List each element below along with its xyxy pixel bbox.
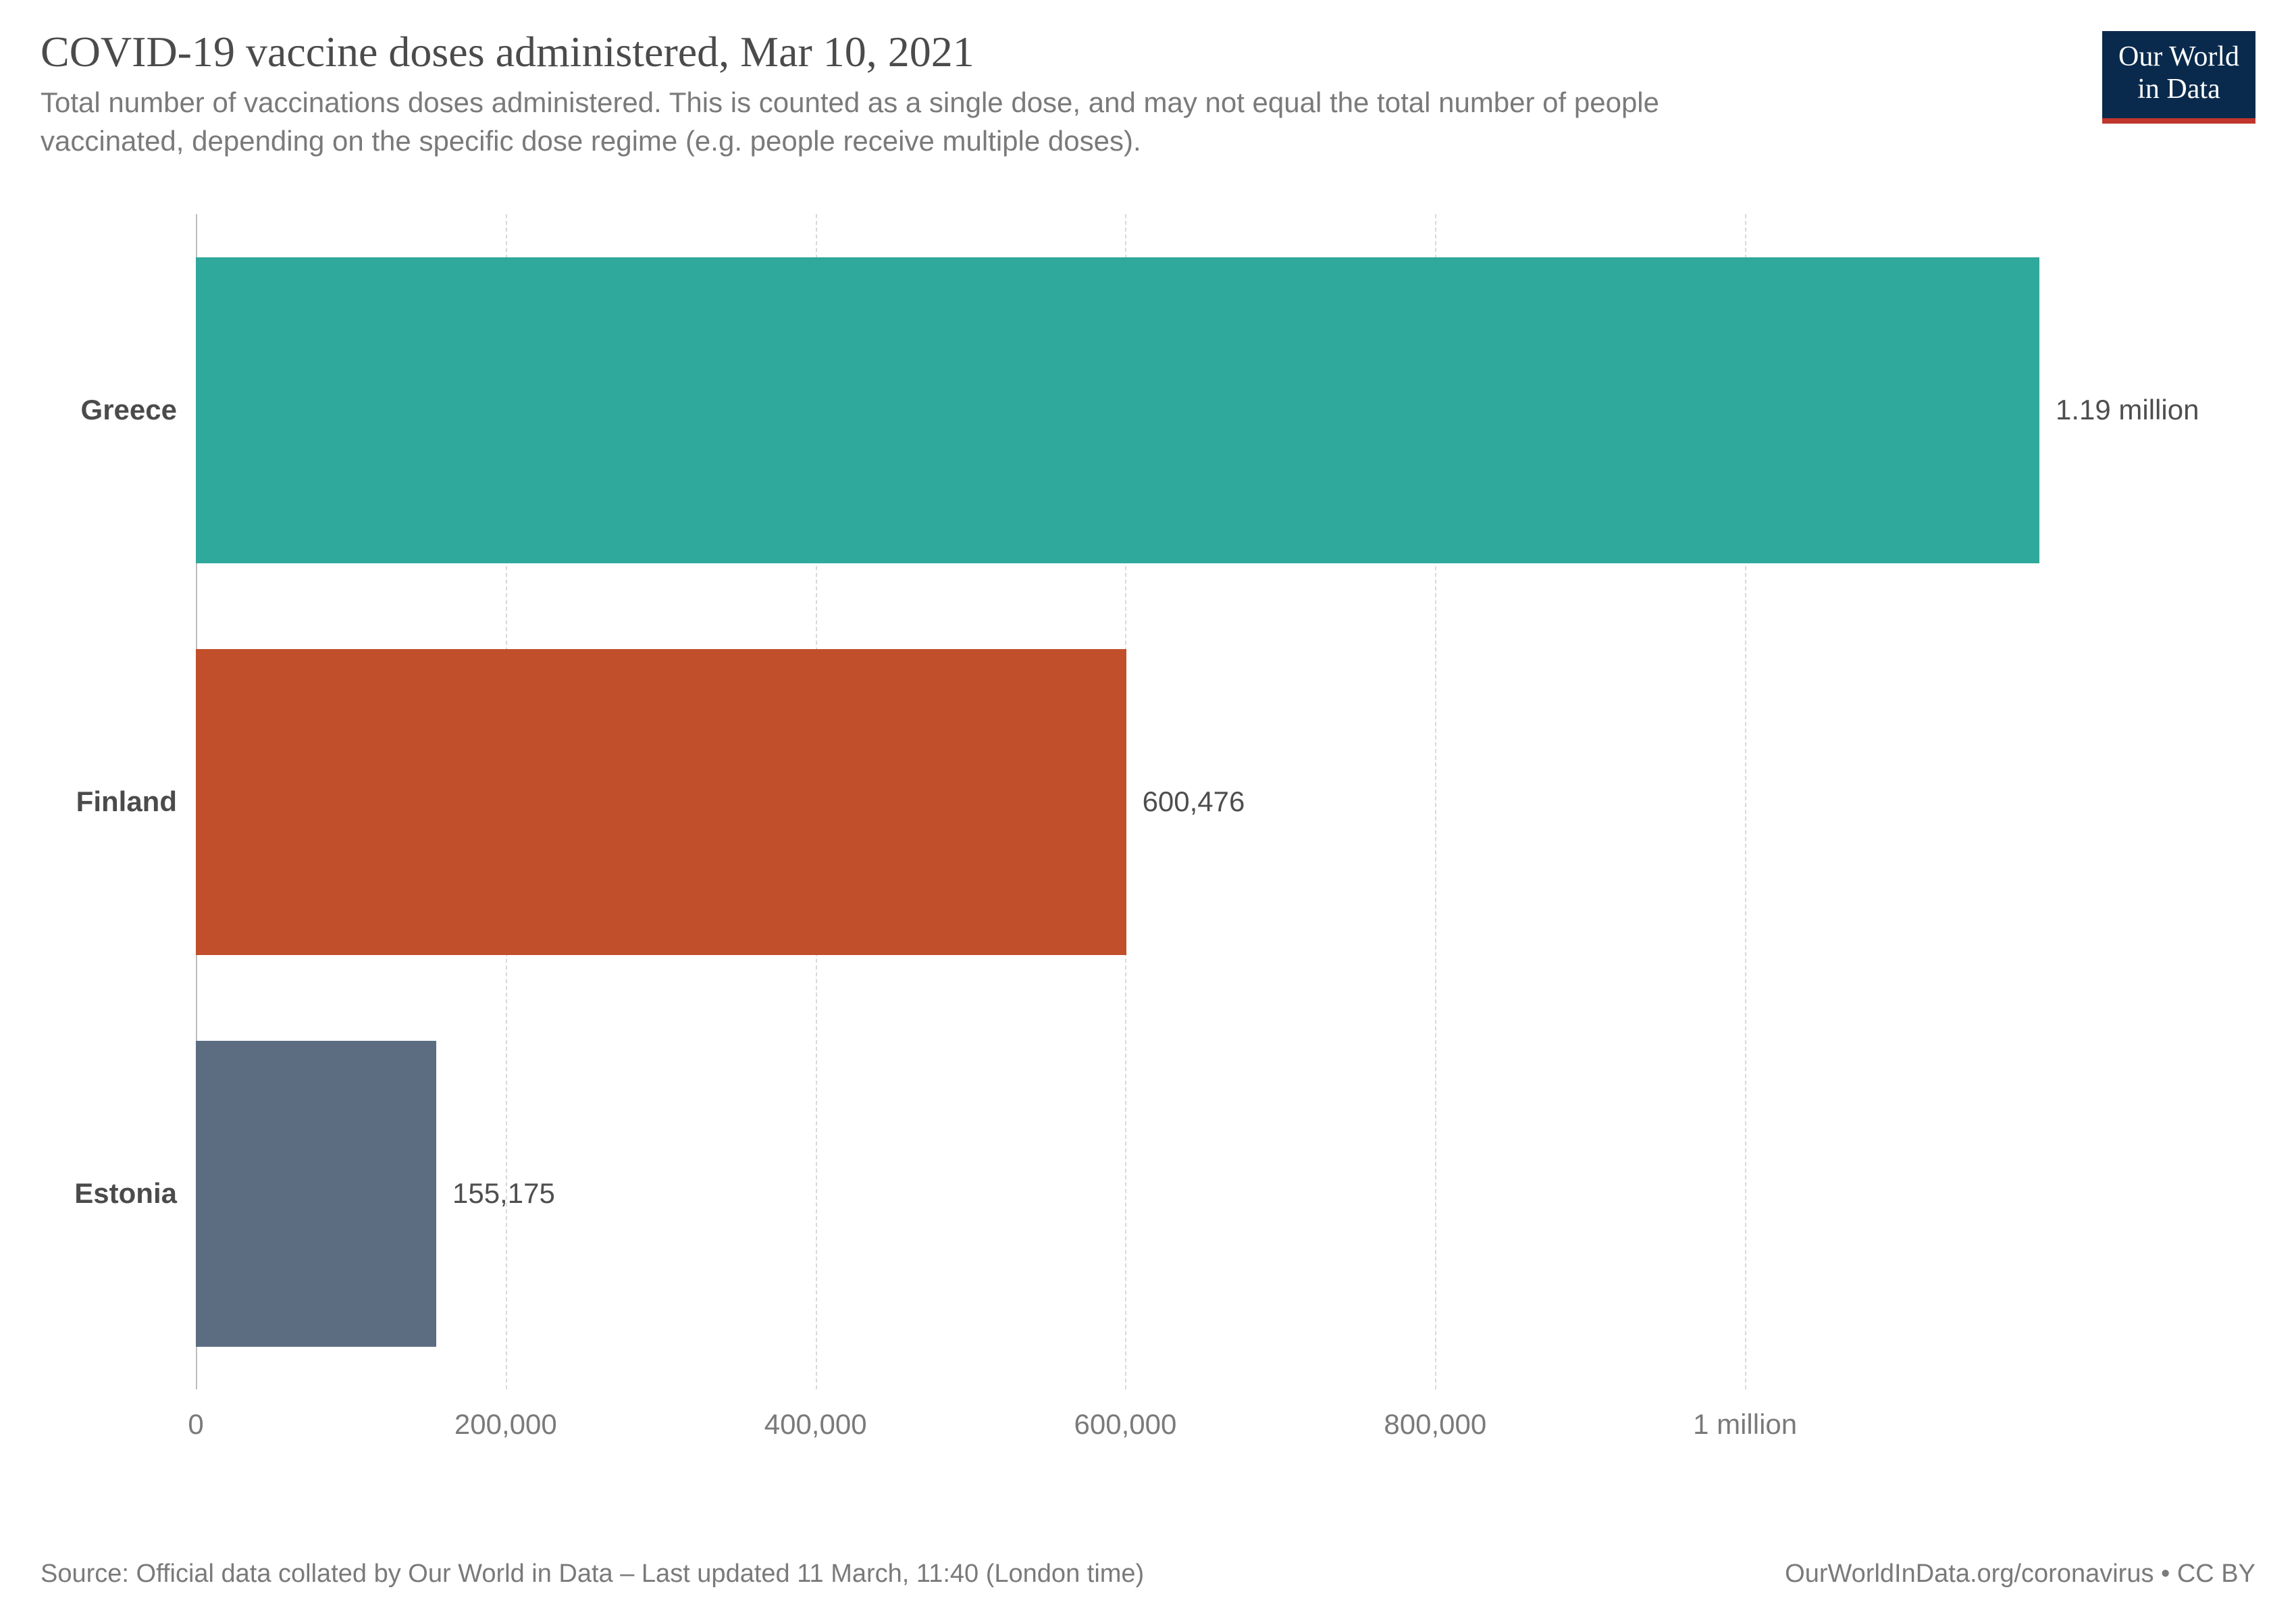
value-label: 1.19 million [2056,394,2199,426]
source-text: Source: Official data collated by Our Wo… [41,1560,1144,1589]
x-tick-label: 200,000 [454,1389,557,1441]
chart-area: 0 200,000 400,000 600,000 800,000 1 million Gr… [41,201,2255,1484]
chart-title: COVID-19 vaccine doses administered, Mar… [41,27,2255,77]
bar [196,257,2039,563]
value-label: 600,476 [1143,786,1245,818]
value-label: 155,175 [452,1177,555,1210]
x-tick-label: 600,000 [1074,1389,1177,1441]
category-label: Greece [81,394,196,426]
category-label: Estonia [74,1177,196,1210]
chart-subtitle: Total number of vaccinations doses admin… [41,84,1796,160]
x-tick-label: 0 [188,1389,203,1441]
logo-line-2: in Data [2118,73,2239,105]
page: COVID-19 vaccine doses administered, Mar… [0,0,2296,1621]
plot-area: 0200,000400,000600,000800,0001 millionGr… [196,214,2039,1389]
owid-logo: Our World in Data [2102,31,2255,124]
footer: Source: Official data collated by Our Wo… [41,1560,2255,1589]
logo-line-1: Our World [2118,41,2239,73]
bar [196,649,1126,954]
x-tick-label: 400,000 [764,1389,867,1441]
header: COVID-19 vaccine doses administered, Mar… [41,27,2255,160]
attribution-text: OurWorldInData.org/coronavirus • CC BY [1785,1560,2255,1589]
bar [196,1041,436,1346]
category-label: Finland [76,786,196,818]
x-tick-label: 1 million [1693,1389,1797,1441]
x-tick-label: 800,000 [1384,1389,1486,1441]
